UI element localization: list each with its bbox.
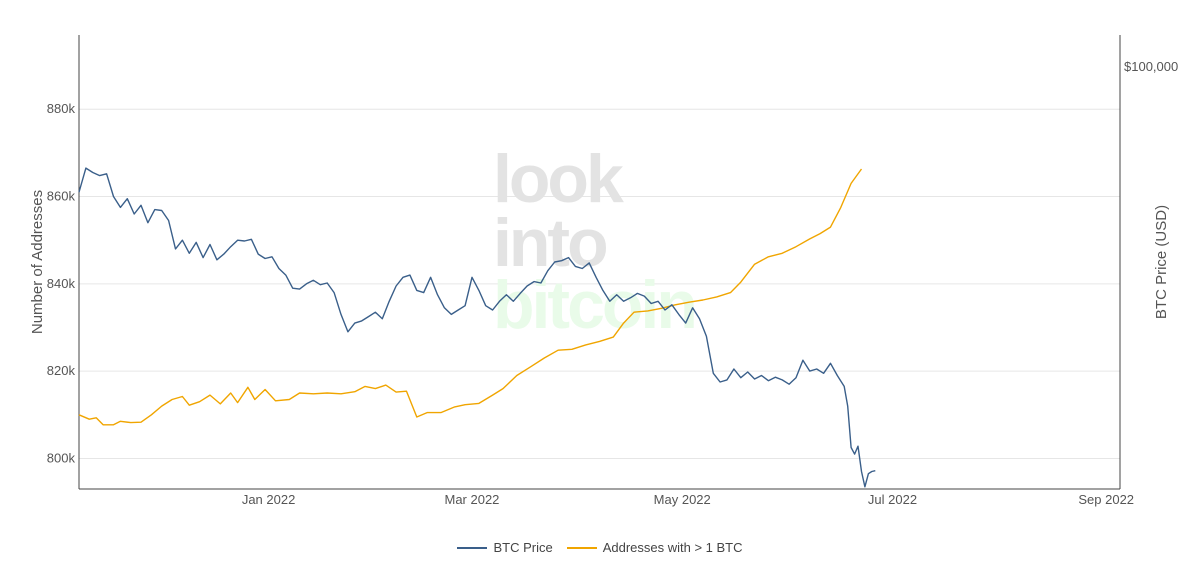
y-tick-label: 860k bbox=[47, 189, 76, 204]
axes bbox=[78, 35, 1121, 490]
watermark-line-3: bitcoin bbox=[493, 267, 695, 343]
watermark: look into bitcoin bbox=[493, 141, 698, 343]
legend-label-addresses: Addresses with > 1 BTC bbox=[602, 540, 743, 555]
x-tick-label: Mar 2022 bbox=[444, 492, 499, 507]
y-tick-label: 840k bbox=[47, 276, 76, 291]
series-line-addresses bbox=[78, 168, 863, 426]
x-tick-label: Jan 2022 bbox=[242, 492, 296, 507]
y2-tick-label: $100,000 bbox=[1124, 59, 1178, 74]
y-tick-label: 880k bbox=[47, 101, 76, 116]
legend-item-btc[interactable]: BTC Price bbox=[457, 540, 553, 555]
x-tick-label: May 2022 bbox=[654, 492, 711, 507]
watermark-line-2: into bbox=[493, 205, 606, 281]
axis-labels: 800k 820k 840k 860k 880k $100,000 Jan 2022 Mar … bbox=[29, 59, 1178, 507]
series-line-btc-price bbox=[78, 167, 876, 488]
legend-swatch-addresses bbox=[566, 546, 597, 549]
legend: BTC Price Addresses with > 1 BTC bbox=[0, 540, 1200, 555]
x-tick-label: Jul 2022 bbox=[868, 492, 917, 507]
y-tick-label: 800k bbox=[47, 450, 76, 465]
y-tick-label: 820k bbox=[47, 363, 76, 378]
legend-label-btc: BTC Price bbox=[493, 540, 553, 555]
series-lines bbox=[78, 167, 876, 488]
y2-axis-title: BTC Price (USD) bbox=[1153, 205, 1170, 319]
legend-item-addresses[interactable]: Addresses with > 1 BTC bbox=[566, 540, 743, 555]
watermark-line-1: look bbox=[493, 141, 624, 217]
legend-swatch-btc bbox=[457, 546, 488, 549]
y-axis-title: Number of Addresses bbox=[29, 190, 46, 334]
x-tick-label: Sep 2022 bbox=[1078, 492, 1134, 507]
